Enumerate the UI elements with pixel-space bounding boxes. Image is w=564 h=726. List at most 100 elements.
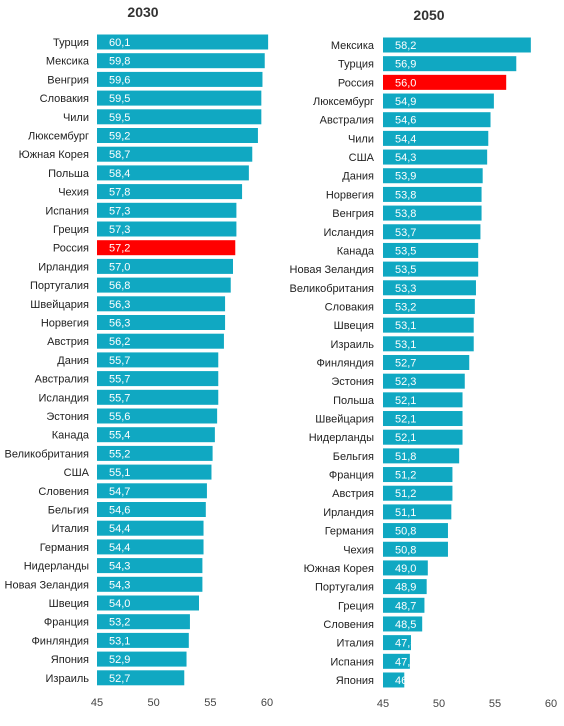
value-label: 56,2: [109, 336, 130, 348]
x-tick-label: 60: [545, 698, 557, 710]
category-label: Россия: [53, 243, 89, 255]
category-label: Швейцария: [315, 414, 374, 426]
value-label: 54,7: [109, 486, 130, 498]
category-label: Бельгия: [333, 451, 374, 463]
category-label: США: [349, 152, 375, 164]
bar: [383, 411, 463, 427]
chart-2050: 2050 Мексика 58,2 Турция 56,9 Россия 56,0 Люкс…: [290, 7, 558, 710]
value-label: 52,1: [395, 432, 416, 444]
value-label: 56,9: [395, 59, 416, 71]
value-label: 56,8: [109, 280, 130, 292]
category-label: Финляндия: [316, 357, 374, 369]
value-label: 57,3: [109, 224, 130, 236]
category-label: Мексика: [331, 40, 375, 52]
bar: [383, 373, 465, 389]
bar: [383, 560, 428, 576]
value-label: 54,9: [395, 96, 416, 108]
bar: [97, 258, 233, 274]
bar: [383, 74, 507, 90]
value-label: 54,3: [109, 561, 130, 573]
value-label: 53,8: [395, 189, 416, 201]
category-label: Германия: [325, 526, 374, 538]
value-label: 58,2: [395, 40, 416, 52]
bar: [97, 315, 226, 330]
value-label: 55,2: [109, 448, 130, 460]
bar: [97, 71, 263, 87]
value-label: 49,0: [395, 563, 416, 575]
bar: [97, 576, 203, 592]
bar: [97, 146, 253, 162]
category-label: Австралия: [320, 115, 374, 127]
value-label: 57,0: [109, 261, 130, 273]
value-label: 59,2: [109, 131, 130, 143]
value-label: 54,6: [109, 505, 130, 517]
category-label: США: [64, 467, 90, 479]
category-label: Япония: [336, 675, 374, 687]
bar: [383, 224, 481, 240]
category-label: Мексика: [46, 56, 90, 68]
chart-title-2030: 2030: [127, 4, 158, 20]
value-label: 48,9: [395, 582, 416, 594]
category-label: Великобритания: [290, 283, 375, 295]
bar: [383, 354, 470, 370]
bar: [383, 298, 475, 314]
bar: [97, 483, 207, 499]
category-label: Канада: [337, 245, 375, 257]
bar: [97, 34, 269, 50]
x-tick-label: 55: [489, 698, 501, 710]
bar: [97, 651, 187, 667]
x-tick-label: 55: [204, 697, 216, 709]
value-label: 55,1: [109, 467, 130, 479]
value-label: 59,8: [109, 56, 130, 68]
value-label: 54,0: [109, 598, 130, 610]
category-label: Греция: [53, 224, 89, 236]
x-tick-label: 45: [377, 698, 389, 710]
category-label: Португалия: [30, 280, 89, 292]
category-label: Люксембург: [313, 96, 374, 108]
chart-2030: 2030 Турция 60,1 Мексика 59,8 Венгрия 59,6 Сло…: [5, 4, 274, 709]
category-label: Греция: [338, 600, 374, 612]
category-label: Чехия: [343, 544, 374, 556]
category-label: Италия: [337, 638, 375, 650]
value-label: 57,3: [109, 205, 130, 217]
value-label: 53,1: [109, 635, 130, 647]
value-label: 47,4: [395, 656, 416, 668]
value-label: 52,1: [395, 395, 416, 407]
value-label: 47,5: [395, 638, 416, 650]
value-label: 53,5: [395, 264, 416, 276]
value-label: 54,3: [395, 152, 416, 164]
category-label: Великобритания: [5, 448, 90, 460]
value-label: 53,1: [395, 339, 416, 351]
bar: [97, 445, 213, 461]
bar: [383, 336, 474, 352]
category-label: Исландия: [323, 227, 374, 239]
bar: [97, 109, 262, 125]
bar: [383, 504, 452, 520]
bar: [383, 149, 488, 165]
category-label: Словакия: [325, 301, 374, 313]
value-label: 55,4: [109, 430, 130, 442]
value-label: 58,4: [109, 168, 130, 180]
bar: [97, 632, 189, 648]
bar: [383, 653, 410, 669]
bar: [97, 277, 231, 293]
bar: [383, 261, 479, 277]
value-label: 56,3: [109, 299, 130, 311]
value-label: 55,7: [109, 374, 130, 386]
value-label: 60,1: [109, 37, 130, 49]
bar: [383, 56, 517, 72]
category-label: Новая Зеландия: [290, 264, 374, 276]
value-label: 52,1: [395, 414, 416, 426]
bar: [383, 579, 427, 595]
bar: [383, 429, 463, 445]
x-tick-label: 50: [433, 698, 445, 710]
value-label: 52,7: [395, 357, 416, 369]
category-label: Франция: [44, 617, 89, 629]
category-label: Венгрия: [47, 74, 89, 86]
value-label: 56,3: [109, 318, 130, 330]
bar: [383, 485, 453, 501]
category-label: Чили: [63, 112, 89, 124]
category-label: Норвегия: [326, 189, 374, 201]
category-label: Дания: [57, 355, 89, 367]
